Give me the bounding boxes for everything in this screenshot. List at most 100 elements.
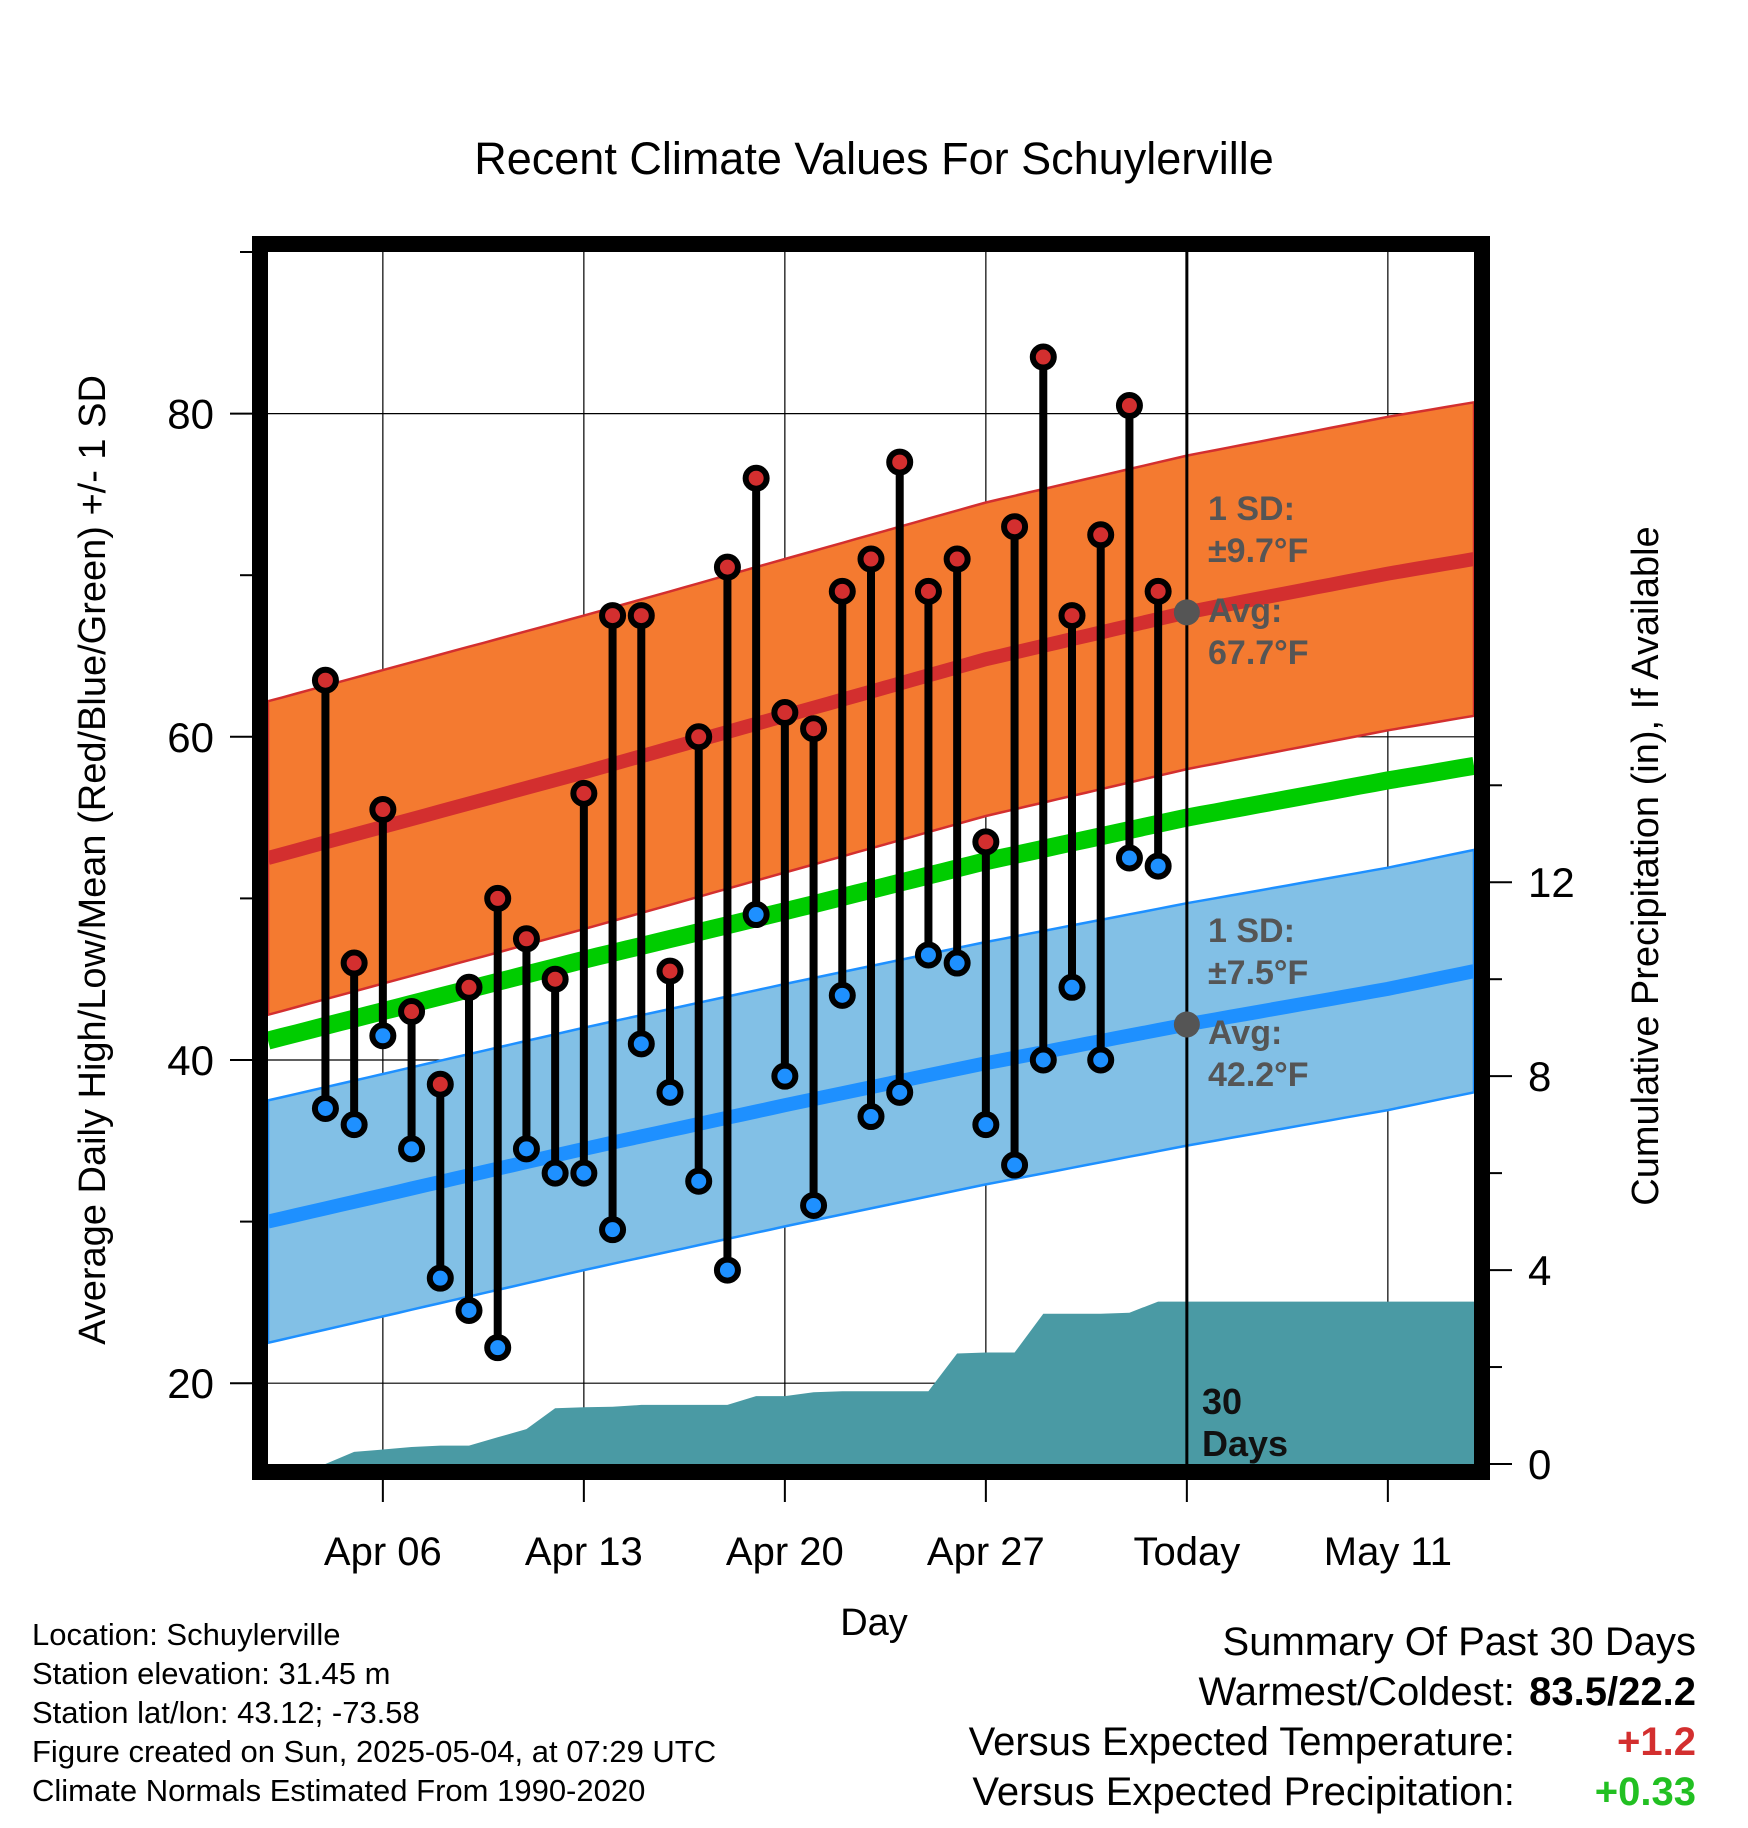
daily-low-point: [541, 1159, 569, 1187]
daily-high-point: [455, 973, 483, 1001]
daily-high-point: [541, 965, 569, 993]
daily-low-point: [340, 1111, 368, 1139]
y2-tick-label: 0: [1528, 1441, 1551, 1488]
x-tick-label: May 11: [1324, 1530, 1452, 1574]
low-sd-value: ±7.5°F: [1208, 954, 1308, 992]
x-tick-label: Today: [1133, 1530, 1240, 1574]
latlon-text: Station lat/lon: 43.12; -73.58: [32, 1695, 420, 1730]
daily-low-point: [484, 1334, 512, 1362]
warmest-value: 83.5/22.2: [1529, 1670, 1696, 1714]
daily-high-point: [828, 577, 856, 605]
daily-low-point: [943, 949, 971, 977]
y-tick-label: 80: [167, 391, 214, 438]
temp-label: Versus Expected Temperature:: [968, 1720, 1515, 1764]
x-tick-label: Apr 20: [726, 1530, 844, 1574]
daily-high-point: [914, 577, 942, 605]
daily-low-point: [857, 1103, 885, 1131]
daily-low-point: [828, 981, 856, 1009]
daily-high-point: [771, 699, 799, 727]
daily-low-point: [771, 1062, 799, 1090]
daily-low-point: [1001, 1151, 1029, 1179]
daily-high-point: [857, 545, 885, 573]
precip-row: Versus Expected Precipitation: +0.33: [969, 1767, 1696, 1817]
high-sd-value: ±9.7°F: [1208, 532, 1308, 570]
y2-tick-label: 12: [1528, 859, 1575, 906]
daily-high-point: [340, 949, 368, 977]
daily-high-point: [311, 666, 339, 694]
temp-row: Versus Expected Temperature: +1.2: [969, 1717, 1696, 1767]
y-tick-label: 60: [167, 714, 214, 761]
daily-low-point: [1144, 852, 1172, 880]
y-tick-label: 20: [167, 1360, 214, 1407]
y-tick-label: 40: [167, 1037, 214, 1084]
precip-label: Versus Expected Precipitation:: [972, 1770, 1515, 1814]
elevation-text: Station elevation: 31.45 m: [32, 1656, 391, 1691]
low-avg-label: Avg:: [1208, 1014, 1282, 1052]
daily-high-point: [800, 715, 828, 743]
daily-low-point: [311, 1094, 339, 1122]
y2-axis-label: Cumulative Precipitation (in), If Availa…: [1625, 526, 1667, 1205]
daily-low-point: [627, 1030, 655, 1058]
location-text: Location: Schuylerville: [32, 1617, 341, 1652]
daily-low-point: [886, 1078, 914, 1106]
daily-high-point: [886, 448, 914, 476]
x-tick-label: Apr 06: [324, 1530, 442, 1574]
daily-low-point: [685, 1167, 713, 1195]
daily-low-point: [713, 1256, 741, 1284]
daily-low-point: [914, 941, 942, 969]
days-count: 30: [1202, 1381, 1242, 1422]
days-word: Days: [1202, 1423, 1288, 1464]
daily-high-point: [972, 828, 1000, 856]
daily-low-point: [656, 1078, 684, 1106]
daily-high-point: [512, 925, 540, 953]
daily-low-point: [1115, 844, 1143, 872]
y-axis-label: Average Daily High/Low/Mean (Red/Blue/Gr…: [72, 375, 114, 1345]
station-info: Location: Schuylerville Station elevatio…: [32, 1615, 716, 1810]
daily-low-point: [369, 1022, 397, 1050]
daily-high-point: [599, 602, 627, 630]
precip-value: +0.33: [1594, 1770, 1696, 1814]
today-high-normal-dot: [1173, 599, 1200, 626]
created-text: Figure created on Sun, 2025-05-04, at 07…: [32, 1734, 717, 1769]
daily-low-point: [570, 1159, 598, 1187]
today-low-normal-dot: [1173, 1011, 1200, 1038]
x-axis-label: Day: [840, 1602, 908, 1644]
summary-title: Summary Of Past 30 Days: [1222, 1620, 1696, 1664]
precipitation-area: [296, 1301, 1475, 1464]
daily-high-point: [570, 779, 598, 807]
low-avg-value: 42.2°F: [1208, 1056, 1309, 1094]
daily-low-point: [972, 1111, 1000, 1139]
daily-high-point: [398, 998, 426, 1026]
high-avg-label: Avg:: [1208, 592, 1282, 630]
daily-high-point: [1087, 521, 1115, 549]
daily-high-point: [742, 464, 770, 492]
high-normal-annotation: 1 SD: ±9.7°F Avg: 67.7°F: [1208, 490, 1309, 672]
plot-frame: [252, 236, 1490, 1480]
daily-high-point: [627, 602, 655, 630]
daily-low-point: [1087, 1046, 1115, 1074]
daily-low-point: [426, 1264, 454, 1292]
daily-low-point: [1029, 1046, 1057, 1074]
daily-low-point: [599, 1216, 627, 1244]
high-avg-value: 67.7°F: [1208, 634, 1309, 672]
normals-text: Climate Normals Estimated From 1990-2020: [32, 1773, 646, 1808]
daily-low-point: [455, 1296, 483, 1324]
daily-low-point: [1058, 973, 1086, 1001]
daily-low-point: [512, 1135, 540, 1163]
daily-high-point: [685, 723, 713, 751]
daily-high-point: [426, 1070, 454, 1098]
daily-low-point: [800, 1191, 828, 1219]
low-normal-annotation: 1 SD: ±7.5°F Avg: 42.2°F: [1208, 912, 1309, 1094]
daily-high-point: [1029, 343, 1057, 371]
daily-high-point: [1058, 602, 1086, 630]
days-annotation: 30 Days: [1202, 1381, 1288, 1464]
summary-panel: Summary Of Past 30 Days Warmest/Coldest:…: [969, 1617, 1696, 1817]
daily-high-point: [369, 796, 397, 824]
daily-high-point: [713, 553, 741, 581]
daily-high-point: [1001, 513, 1029, 541]
x-tick-label: Apr 27: [927, 1530, 1045, 1574]
daily-low-point: [398, 1135, 426, 1163]
plot-area: 20 40 60 80 0 4 8 12 Apr 06 Apr 13 Apr 20 Apr 27 Tod…: [167, 236, 1575, 1574]
y2-tick-label: 8: [1528, 1053, 1551, 1100]
daily-high-point: [943, 545, 971, 573]
